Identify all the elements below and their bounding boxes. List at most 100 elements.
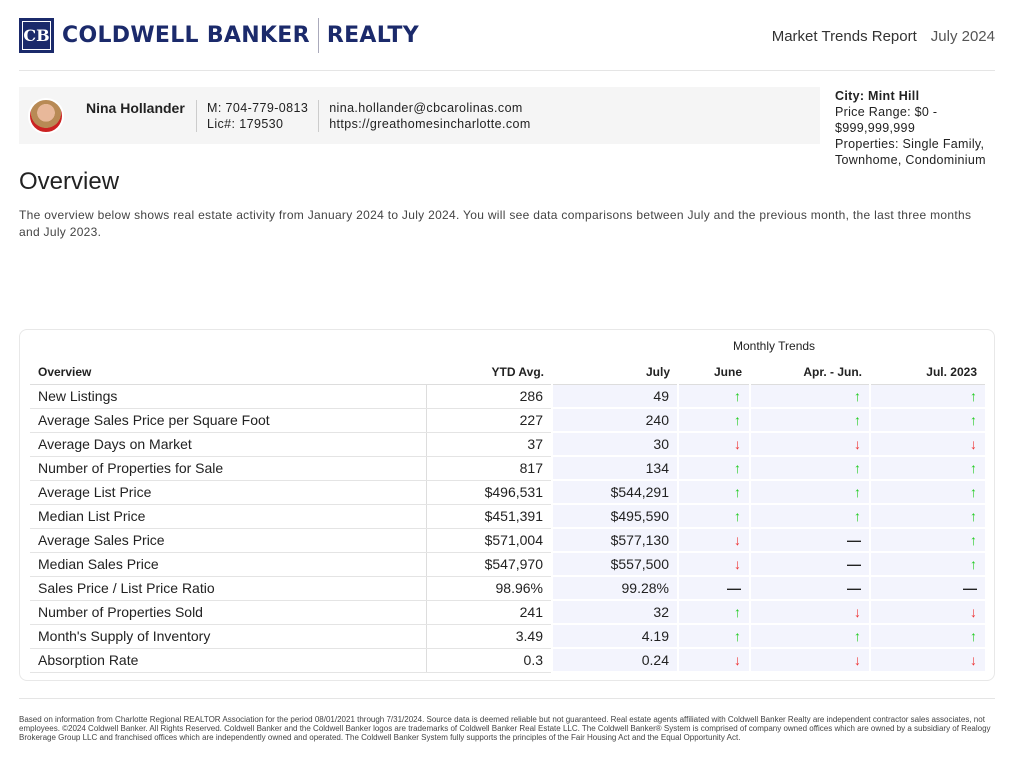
july-value: 0.24 (551, 648, 678, 673)
trend-up-icon: ↑ (854, 508, 861, 524)
trend-up-icon: ↑ (734, 628, 741, 644)
ytd-value: 0.3 (425, 648, 552, 673)
table-row: Number of Properties Sold 241 32 ↑ ↓ ↓ (30, 600, 985, 625)
agent-card: Nina Hollander M: 704-779-0813 Lic#: 179… (19, 87, 820, 144)
table-row: Average Sales Price per Square Foot 227 24… (30, 408, 985, 433)
trend-cell: ↑ (749, 408, 870, 433)
table-row: New Listings 286 49 ↑ ↑ ↑ (30, 384, 985, 409)
metric-label: Sales Price / List Price Ratio (30, 576, 426, 601)
july-value: $544,291 (551, 480, 678, 505)
metric-label: Number of Properties Sold (30, 600, 426, 625)
trend-flat-icon: — (963, 580, 977, 596)
column-header: Overview (30, 360, 426, 385)
ytd-value: $571,004 (425, 528, 552, 553)
trend-cell: ↑ (677, 456, 750, 481)
trend-up-icon: ↑ (970, 508, 977, 524)
trend-cell: ↓ (677, 648, 750, 673)
agent-email[interactable]: nina.hollander@cbcarolinas.com (329, 100, 523, 115)
trend-cell: — (677, 576, 750, 601)
trend-cell: ↑ (869, 528, 985, 553)
ytd-value: 37 (425, 432, 552, 457)
agent-website[interactable]: https://greathomesincharlotte.com (329, 116, 531, 131)
trend-flat-icon: — (847, 580, 861, 596)
trend-up-icon: ↑ (734, 508, 741, 524)
divider (19, 70, 995, 71)
brand-logo: CB COLDWELL BANKER REALTY (19, 18, 419, 53)
column-header: Jul. 2023 (870, 360, 985, 385)
trend-cell: ↓ (677, 432, 750, 457)
trend-up-icon: ↑ (970, 460, 977, 476)
trend-down-icon: ↓ (854, 652, 861, 668)
trend-flat-icon: — (847, 532, 861, 548)
table-row: Average Days on Market 37 30 ↓ ↓ ↓ (30, 432, 985, 457)
trend-up-icon: ↑ (970, 412, 977, 428)
trend-up-icon: ↑ (734, 460, 741, 476)
trend-down-icon: ↓ (970, 604, 977, 620)
trend-cell: ↑ (869, 552, 985, 577)
logo-divider (317, 18, 319, 53)
overview-table-card (19, 329, 995, 681)
ytd-value: 286 (425, 384, 552, 409)
agent-name: Nina Hollander (86, 100, 185, 116)
page-title: Overview (19, 168, 120, 195)
agent-web: nina.hollander@cbcarolinas.com https://g… (318, 99, 541, 132)
trend-cell: ↓ (749, 432, 870, 457)
july-value: 4.19 (551, 624, 678, 649)
trend-up-icon: ↑ (970, 628, 977, 644)
column-header: YTD Avg. (426, 360, 552, 385)
july-value: $557,500 (551, 552, 678, 577)
report-title: Market Trends Report (771, 28, 917, 45)
filter-properties: Properties: Single Family, Townhome, Con… (835, 137, 986, 167)
metric-label: Number of Properties for Sale (30, 456, 426, 481)
table-row: Median List Price $451,391 $495,590 ↑ ↑ ↑ (30, 504, 985, 529)
trend-up-icon: ↑ (734, 412, 741, 428)
trend-cell: ↑ (749, 384, 870, 409)
table-row: Absorption Rate 0.3 0.24 ↓ ↓ ↓ (30, 648, 985, 673)
report-filters: City: Mint Hill Price Range: $0 - $999,9… (835, 88, 1005, 168)
overview-table: Overview YTD Avg. July June Apr. - Jun. Jul. … (30, 360, 985, 673)
agent-contact: M: 704-779-0813 Lic#: 179530 (196, 99, 318, 132)
july-value: 134 (551, 456, 678, 481)
trend-cell: ↑ (869, 384, 985, 409)
cb-logo-mark: CB (19, 18, 54, 53)
trend-up-icon: ↑ (970, 484, 977, 500)
trend-cell: ↓ (869, 432, 985, 457)
ytd-value: 3.49 (425, 624, 552, 649)
july-value: $577,130 (551, 528, 678, 553)
trend-cell: ↓ (749, 600, 870, 625)
trend-flat-icon: — (847, 556, 861, 572)
column-header: June (678, 360, 750, 385)
trend-up-icon: ↑ (734, 387, 741, 404)
report-date: July 2024 (930, 28, 995, 45)
ytd-value: $451,391 (425, 504, 552, 529)
metric-label: New Listings (30, 384, 426, 409)
column-header: July (552, 360, 678, 385)
footer-disclaimer: Based on information from Charlotte Regi… (19, 715, 991, 742)
overview-description: The overview below shows real estate act… (19, 208, 972, 239)
trend-cell: ↑ (677, 408, 750, 433)
metric-label: Average Days on Market (30, 432, 426, 457)
ytd-value: 241 (425, 600, 552, 625)
ytd-value: $547,970 (425, 552, 552, 577)
trend-cell: ↑ (677, 504, 750, 529)
trend-down-icon: ↓ (970, 436, 977, 452)
trend-cell: ↓ (749, 648, 870, 673)
trend-down-icon: ↓ (854, 436, 861, 452)
trend-cell: ↑ (749, 504, 870, 529)
trend-cell: ↓ (869, 600, 985, 625)
trend-cell: — (749, 528, 870, 553)
trend-up-icon: ↑ (854, 460, 861, 476)
table-row: Number of Properties for Sale 817 134 ↑ ↑ ↑ (30, 456, 985, 481)
trend-cell: ↓ (869, 648, 985, 673)
agent-mobile: M: 704-779-0813 (207, 100, 309, 115)
table-row: Average Sales Price $571,004 $577,130 ↓ — ↑ (30, 528, 985, 553)
ytd-value: 817 (425, 456, 552, 481)
trend-up-icon: ↑ (734, 484, 741, 500)
agent-avatar (28, 97, 64, 134)
trend-cell: ↑ (869, 480, 985, 505)
trend-cell: ↑ (869, 408, 985, 433)
july-value: 32 (551, 600, 678, 625)
trend-cell: — (749, 576, 870, 601)
july-value: $495,590 (551, 504, 678, 529)
brand-sub: REALTY (326, 23, 419, 48)
